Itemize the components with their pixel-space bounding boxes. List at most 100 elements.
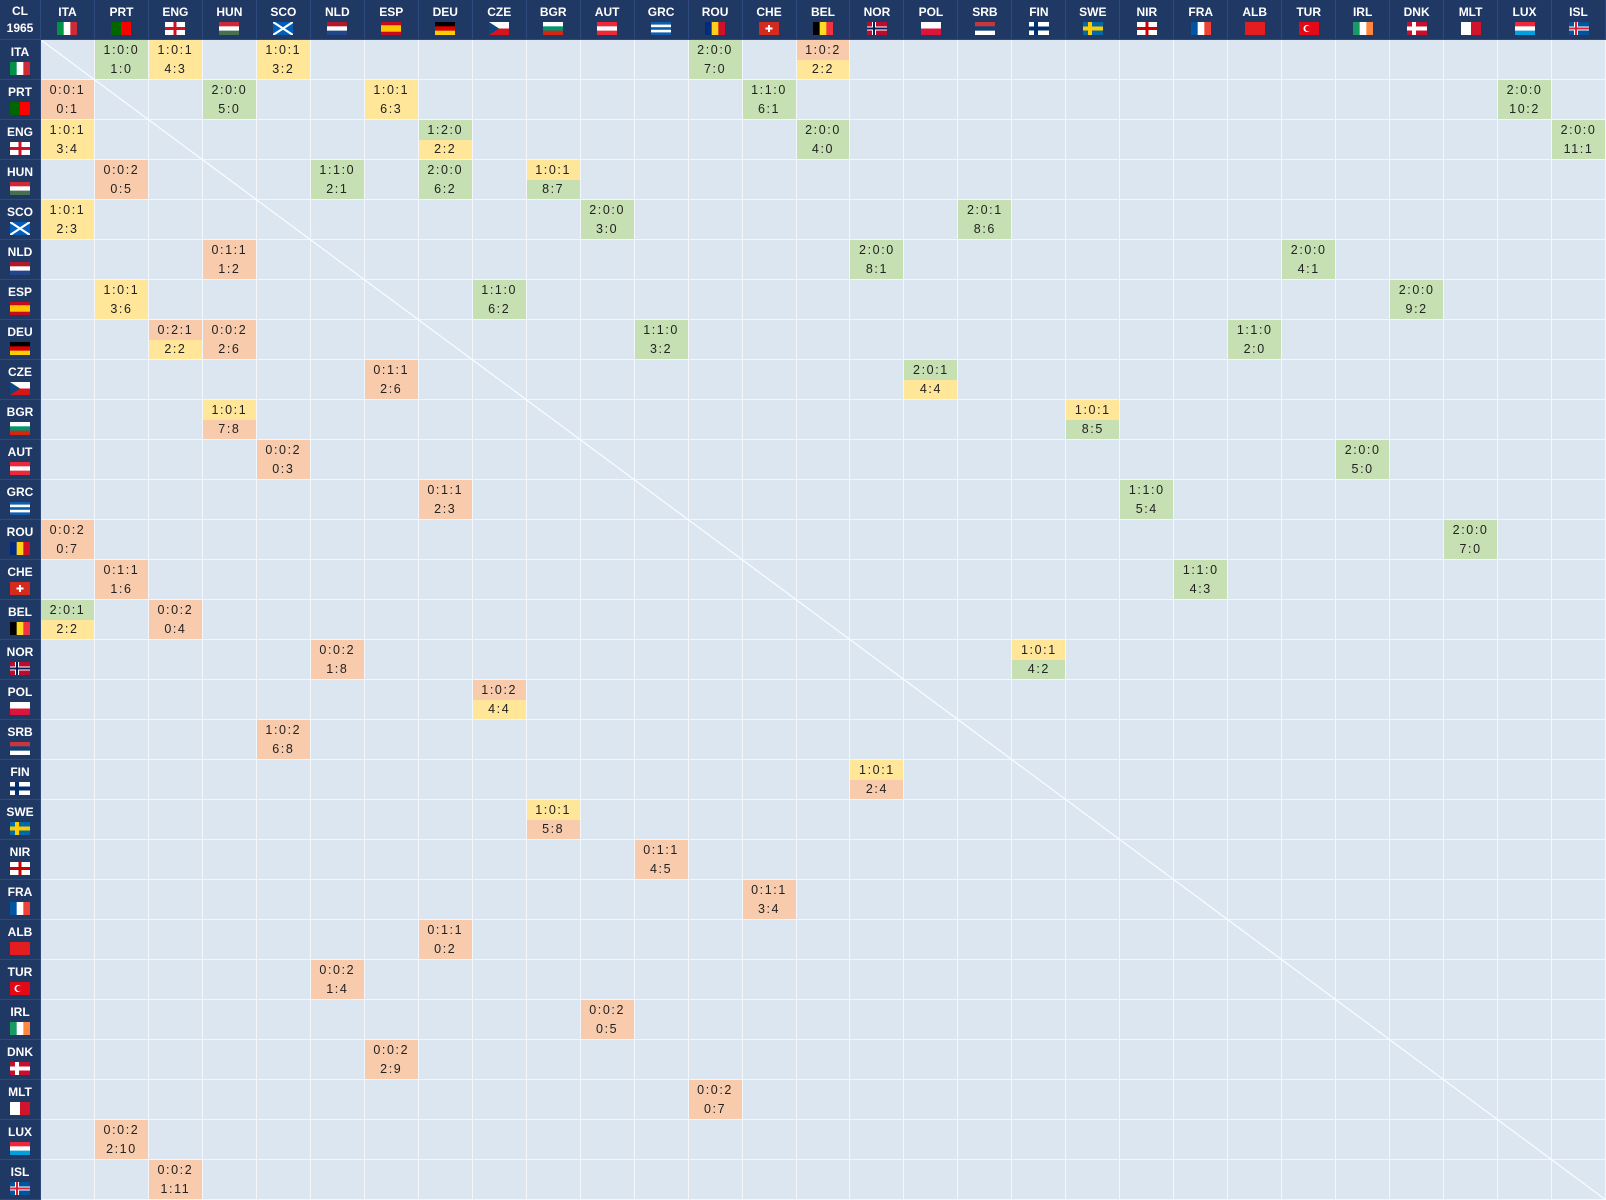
cell <box>1120 280 1175 320</box>
cell <box>1390 800 1445 840</box>
cell <box>1174 40 1229 80</box>
flag <box>10 181 30 195</box>
cell <box>958 760 1013 800</box>
cell <box>1336 840 1391 880</box>
record: 1:1:0 <box>310 160 364 180</box>
score: 2:2 <box>796 59 850 79</box>
score: 5:4 <box>1120 499 1174 519</box>
cell <box>1120 200 1175 240</box>
flag <box>381 21 402 35</box>
cell <box>1498 640 1553 680</box>
record: 0:0:2 <box>202 320 256 340</box>
cell <box>904 240 959 280</box>
row-header: BGR <box>0 400 41 440</box>
cell <box>202 360 257 400</box>
team-code: FRA <box>7 884 33 899</box>
cell <box>472 80 527 120</box>
cell: 1:0:1 4:3 <box>148 40 203 80</box>
flag <box>10 341 30 355</box>
cell <box>1174 1080 1229 1120</box>
cell <box>1444 600 1499 640</box>
cell <box>202 120 257 160</box>
column-header: PRT <box>94 0 149 40</box>
cell <box>1336 160 1391 200</box>
cell <box>1282 560 1337 600</box>
cell <box>1390 320 1445 360</box>
cell <box>1120 1120 1175 1160</box>
cell <box>580 1160 635 1200</box>
score: 0:4 <box>148 619 202 639</box>
cell <box>904 480 959 520</box>
cell <box>1012 960 1067 1000</box>
cell <box>742 160 797 200</box>
cell <box>526 1040 581 1080</box>
column-header: LUX <box>1498 0 1553 40</box>
cell <box>41 360 95 400</box>
score: 8:7 <box>526 179 580 199</box>
cell <box>1282 1000 1337 1040</box>
record: 1:0:0 <box>94 40 148 60</box>
team-code: ALB <box>1242 4 1268 19</box>
score: 6:2 <box>472 299 526 319</box>
cell <box>742 960 797 1000</box>
cell <box>1552 280 1606 320</box>
cell <box>1552 1000 1606 1040</box>
cell <box>1444 440 1499 480</box>
record: 1:0:1 <box>202 400 256 420</box>
cell: 0:2:1 2:2 <box>148 320 203 360</box>
cell <box>1390 640 1445 680</box>
cell <box>472 960 527 1000</box>
cell <box>688 320 743 360</box>
cell <box>526 200 581 240</box>
cell <box>1336 1000 1391 1040</box>
cell <box>1282 800 1337 840</box>
cell <box>526 520 581 560</box>
cell <box>1282 440 1337 480</box>
cell <box>1066 160 1121 200</box>
cell <box>364 200 419 240</box>
cell <box>526 600 581 640</box>
cell <box>472 200 527 240</box>
cell <box>904 440 959 480</box>
cell: 1:1:0 2:0 <box>1228 320 1283 360</box>
cell <box>364 1000 419 1040</box>
cell <box>94 1040 149 1080</box>
cell <box>1228 160 1283 200</box>
cell: 2:0:0 10:2 <box>1498 80 1553 120</box>
cell <box>94 960 149 1000</box>
cell <box>1444 240 1499 280</box>
cell <box>256 920 311 960</box>
team-code: MLT <box>1458 4 1483 19</box>
cell <box>580 720 635 760</box>
score: 7:0 <box>688 59 742 79</box>
cell <box>958 360 1013 400</box>
cell <box>472 120 527 160</box>
record: 1:0:1 <box>256 40 310 60</box>
cell <box>796 80 851 120</box>
cell <box>1228 280 1283 320</box>
cell <box>796 1120 851 1160</box>
cell <box>364 120 419 160</box>
cell <box>418 520 473 560</box>
flag <box>273 21 294 35</box>
cell <box>850 440 905 480</box>
cell <box>1174 1000 1229 1040</box>
flag <box>10 61 30 75</box>
cell <box>1174 120 1229 160</box>
cell <box>1390 560 1445 600</box>
flag <box>10 141 30 155</box>
cell <box>94 600 149 640</box>
cell <box>850 1160 905 1200</box>
team-code: DEU <box>432 4 458 19</box>
cell <box>1390 240 1445 280</box>
cell <box>1120 920 1175 960</box>
cell <box>850 320 905 360</box>
cell <box>472 440 527 480</box>
cell <box>634 1040 689 1080</box>
flag <box>1028 21 1049 35</box>
score: 4:5 <box>634 859 688 879</box>
cell <box>742 240 797 280</box>
cell <box>634 920 689 960</box>
cell <box>1552 360 1606 400</box>
cell <box>1552 320 1606 360</box>
